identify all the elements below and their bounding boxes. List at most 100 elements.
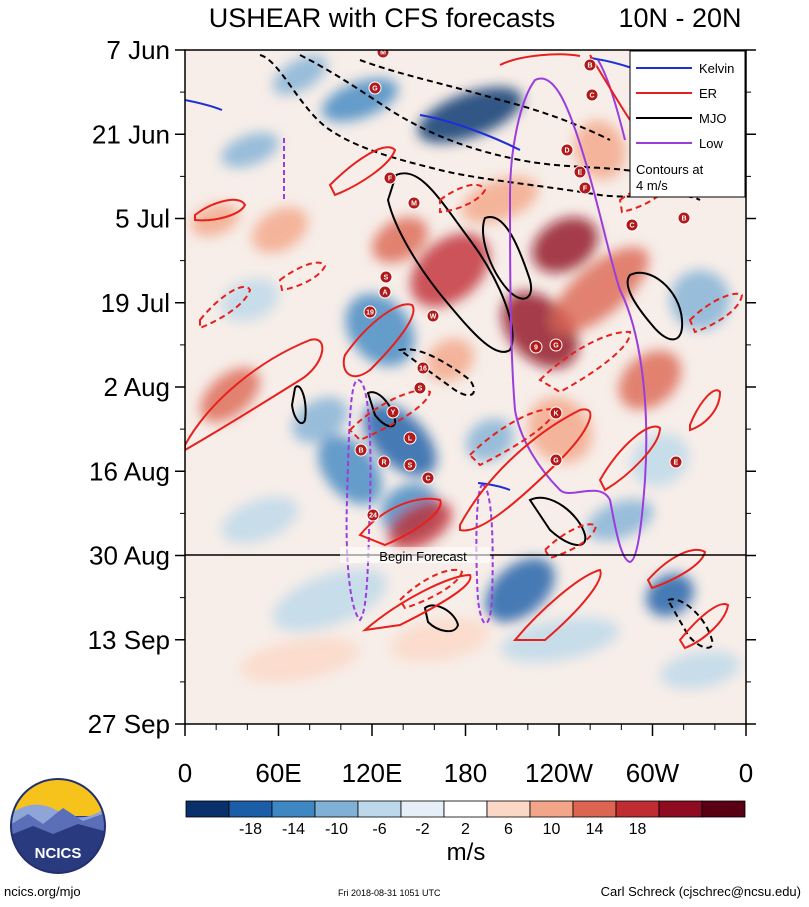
mjo-contour <box>666 598 714 649</box>
storm-marker-circle <box>413 381 427 395</box>
storm-marker-circle <box>669 455 683 469</box>
storm-marker-label: F <box>388 176 393 183</box>
colorbar-units: m/s <box>447 839 486 866</box>
storm-marker-label: M <box>411 201 417 208</box>
storm-marker-circle <box>560 143 574 157</box>
er-contour <box>361 573 472 632</box>
storm-marker-label: G <box>372 86 378 93</box>
shear-anomaly <box>272 568 388 632</box>
er-contour <box>512 568 602 641</box>
storm-marker-label: 16 <box>419 366 427 373</box>
er-contour <box>328 146 397 197</box>
y-tick-label: 30 Aug <box>89 541 170 571</box>
storm-marker-circle <box>573 165 587 179</box>
shear-anomaly <box>500 617 620 663</box>
colorbar-swatch <box>572 800 617 818</box>
storm-marker-label: Y <box>391 410 396 417</box>
y-tick-label: 5 Jul <box>115 204 170 234</box>
shear-anomaly <box>532 217 598 273</box>
er-contour <box>358 497 442 547</box>
shear-anomaly <box>485 557 555 623</box>
storm-marker: Y <box>386 405 400 419</box>
colorbar-swatch <box>529 800 574 818</box>
er-contour <box>342 303 415 378</box>
storm-marker-circle <box>407 196 421 210</box>
er-contour <box>646 548 707 590</box>
er-contour <box>689 389 722 432</box>
storm-marker: R <box>377 455 391 469</box>
storm-marker-label: F <box>583 186 588 193</box>
storm-marker-circle <box>383 171 397 185</box>
mjo-contour <box>366 391 397 428</box>
low-contour <box>475 483 494 625</box>
storm-marker-label: R <box>381 460 386 467</box>
colorbar-tick-label: 14 <box>586 821 604 838</box>
y-tick-label: 16 Aug <box>89 456 170 486</box>
y-tick-label: 21 Jun <box>92 119 170 149</box>
forecast-label: Begin Forecast <box>379 549 467 564</box>
shear-anomaly <box>461 176 539 224</box>
storm-marker: A <box>378 285 392 299</box>
forecast-label-bg <box>340 547 490 563</box>
mjo-contour <box>386 172 514 353</box>
shear-anomaly <box>660 650 740 690</box>
shear-anomaly <box>345 293 415 367</box>
storm-marker: F <box>578 181 592 195</box>
shear-anomaly <box>240 637 360 683</box>
kelvin-contour <box>419 114 521 151</box>
storm-marker-label: E <box>578 170 583 177</box>
er-contour <box>543 523 598 560</box>
colorbar-tick-label: -14 <box>282 821 305 838</box>
storm-marker: E <box>573 165 587 179</box>
storm-marker: G <box>549 338 563 352</box>
colorbar-swatch <box>615 800 660 818</box>
y-tick-label: 19 Jul <box>101 288 170 318</box>
colorbar-tick-label: -18 <box>239 821 262 838</box>
storm-marker-label: 19 <box>366 310 374 317</box>
storm-marker: S <box>379 270 393 284</box>
shear-anomaly <box>426 338 474 382</box>
x-tick-label: 180 <box>444 758 487 788</box>
storm-marker-label: C <box>425 476 430 483</box>
storm-marker: C <box>625 218 639 232</box>
storm-marker-circle <box>583 58 597 72</box>
storm-marker: B <box>583 58 597 72</box>
shear-anomaly <box>551 246 649 334</box>
storm-marker-circle <box>549 406 563 420</box>
storm-marker-label: C <box>589 93 594 100</box>
footer-timestamp: Fri 2018-08-31 1051 UTC <box>338 888 441 898</box>
kelvin-contour <box>589 57 633 69</box>
mjo-contour <box>290 385 307 425</box>
mjo-contour <box>397 348 475 397</box>
storm-marker-label: G <box>553 343 559 350</box>
shear-anomaly <box>527 396 593 464</box>
shear-anomaly <box>221 132 279 168</box>
er-contour <box>678 603 730 650</box>
storm-marker-circle <box>677 211 691 225</box>
er-contour <box>598 425 662 492</box>
mjo-contour <box>626 271 684 341</box>
storm-marker-label: S <box>408 463 413 470</box>
low-contour <box>508 77 648 564</box>
er-contour <box>194 198 247 222</box>
legend-note-2: 4 m/s <box>636 178 668 193</box>
er-contour <box>459 408 592 532</box>
storm-marker: G <box>549 453 563 467</box>
storm-marker: 19 <box>363 305 377 319</box>
storm-marker-label: B <box>681 216 686 223</box>
storm-marker: K <box>549 406 563 420</box>
storm-marker-label: S <box>418 386 423 393</box>
storm-marker: G <box>368 81 382 95</box>
storm-marker-circle <box>416 361 430 375</box>
chart-region: 10N - 20N <box>618 3 741 33</box>
storm-marker-circle <box>549 453 563 467</box>
er-contour <box>185 338 324 452</box>
shear-anomaly <box>410 233 490 307</box>
storm-marker-label: E <box>674 460 679 467</box>
footer-website[interactable]: ncics.org/mjo <box>4 884 81 899</box>
shear-anomaly <box>372 217 428 263</box>
er-contour <box>398 568 464 610</box>
storm-marker-circle <box>386 405 400 419</box>
storm-marker-circle <box>377 455 391 469</box>
storm-marker-label: D <box>564 148 569 155</box>
